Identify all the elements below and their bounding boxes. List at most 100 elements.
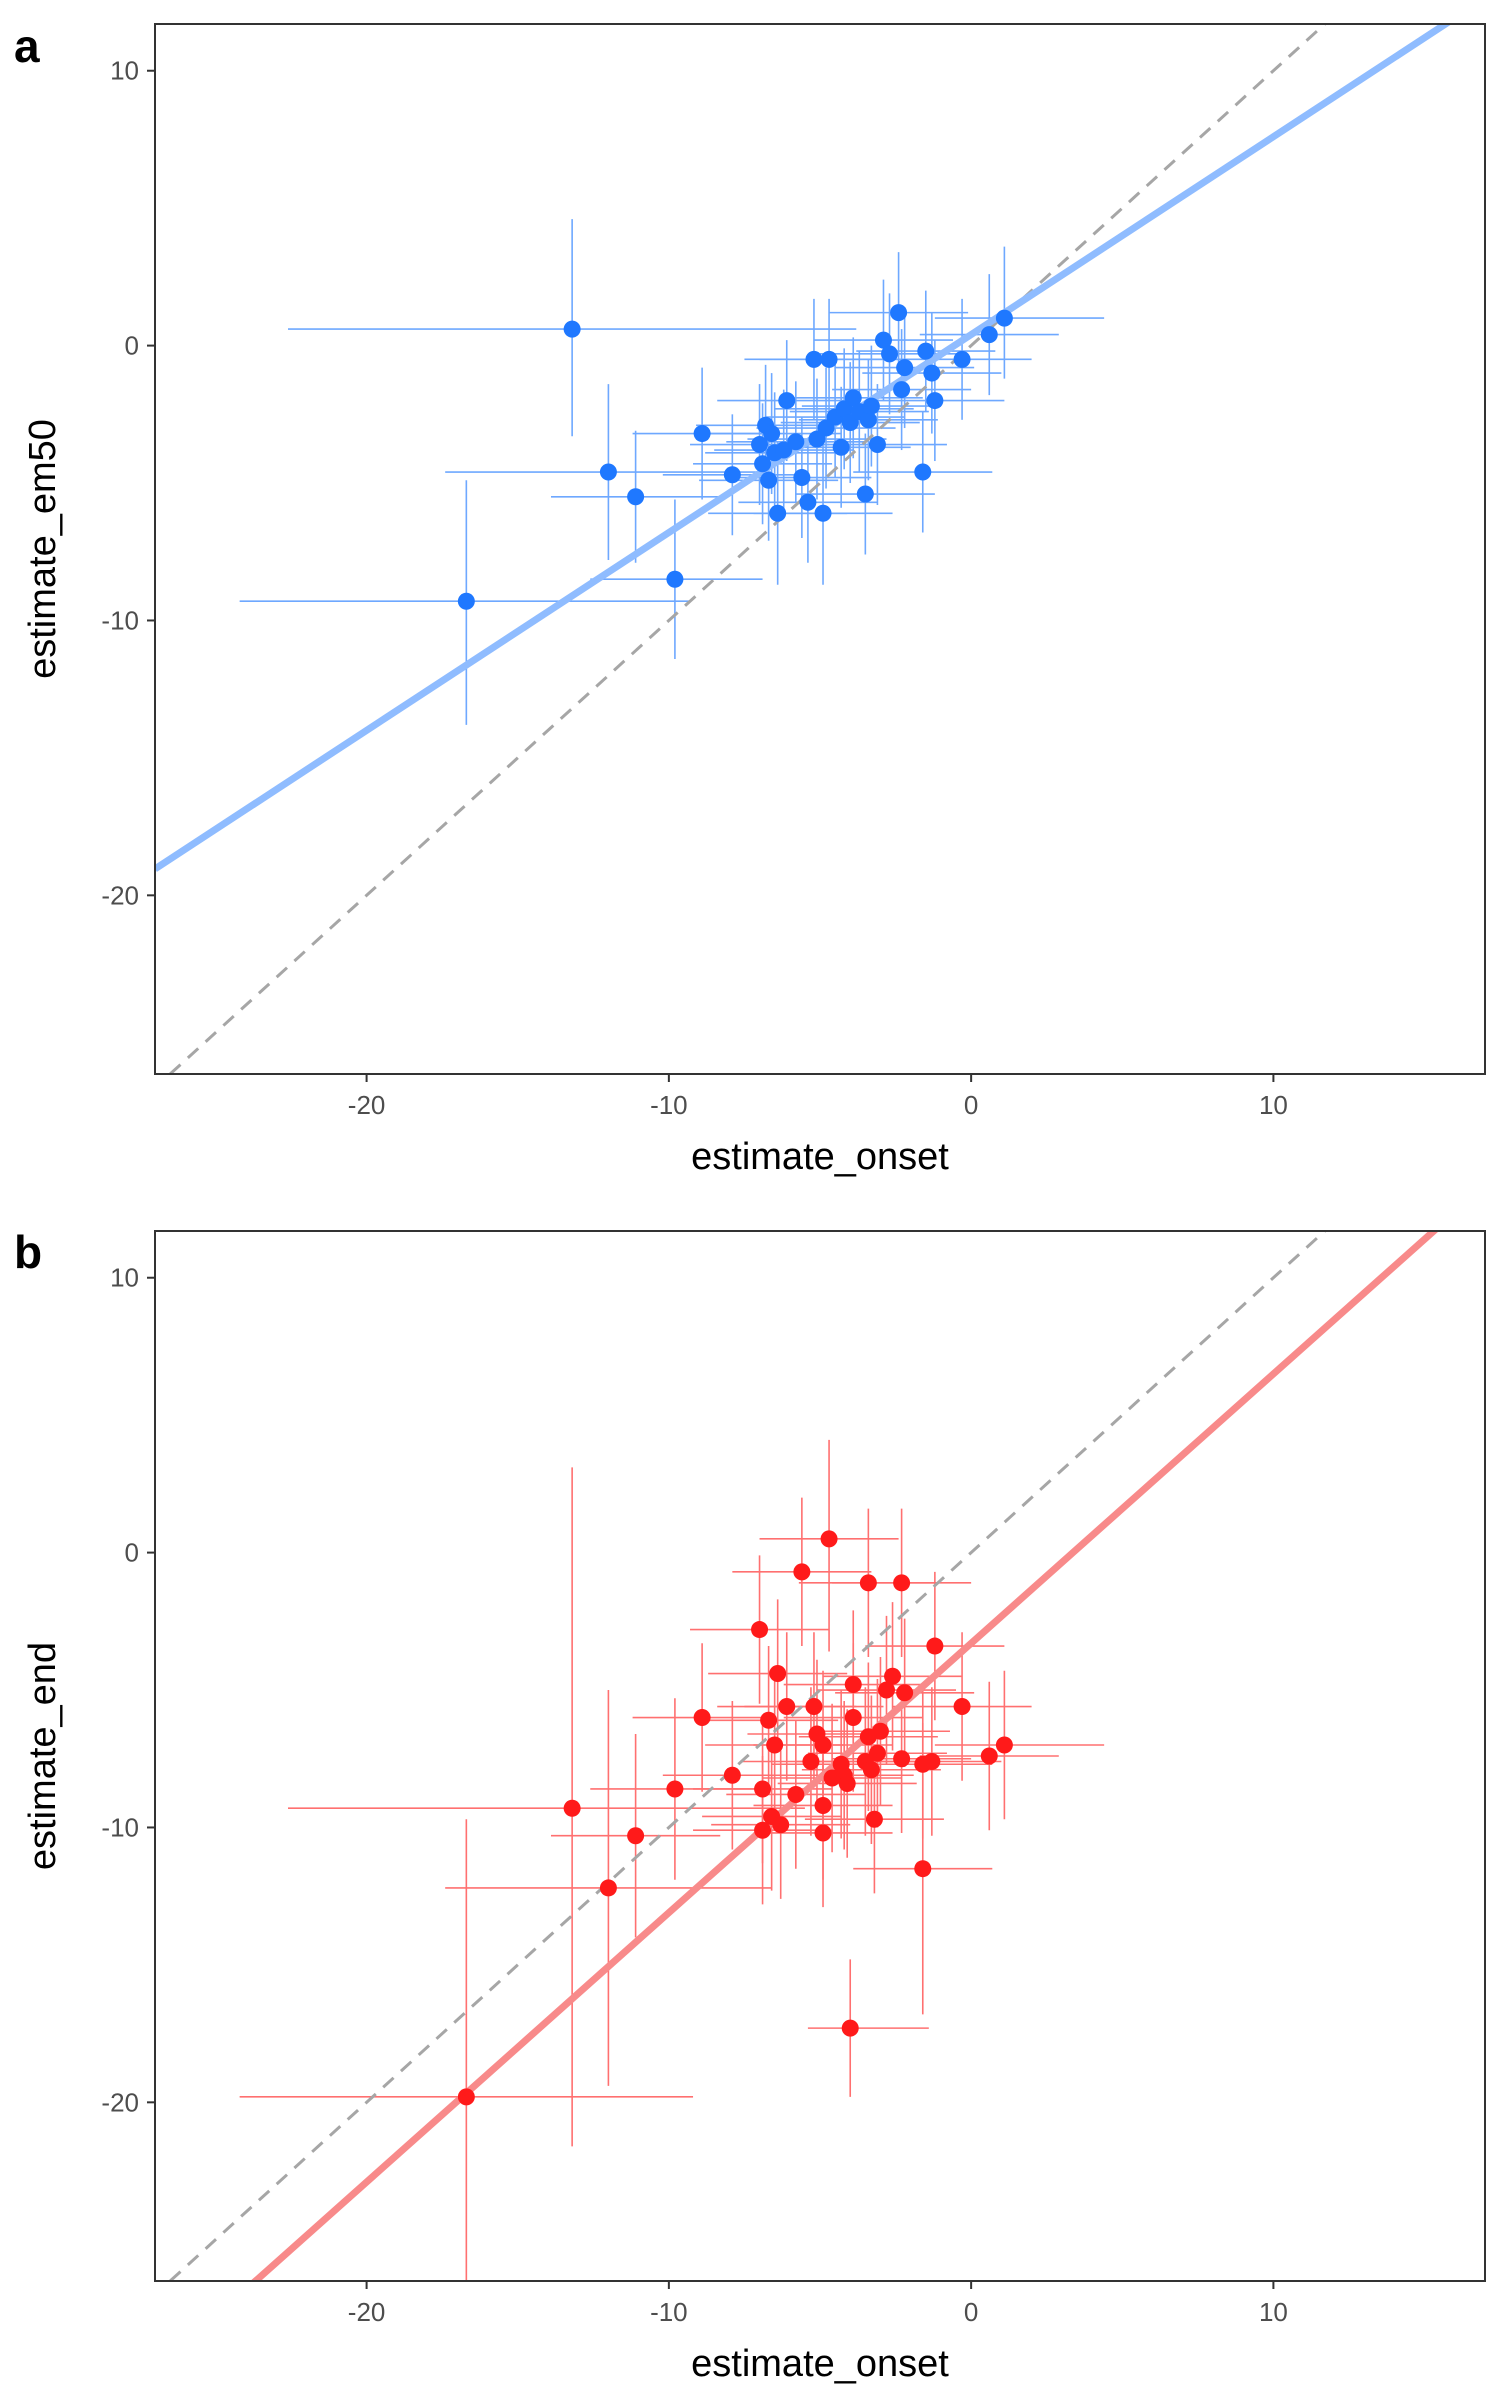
panel-b-point-47: [926, 1637, 944, 1655]
panel-a-point-6: [723, 466, 741, 484]
panel-b-point-23: [814, 1796, 832, 1814]
panel-b-point-1: [563, 1799, 581, 1817]
panel-b-point-12: [766, 1736, 784, 1754]
panel-a-point-23: [820, 350, 838, 368]
panel-b-point-14: [772, 1816, 790, 1834]
panel-b-point-48: [953, 1698, 971, 1716]
panel-a-point-19: [805, 350, 823, 368]
panel-b-point-45: [914, 1860, 932, 1878]
panel-b-y-tick-label: -10: [101, 1812, 139, 1842]
panel-a-x-tick-label: -20: [348, 1090, 386, 1120]
panel-b-x-tick-label: -10: [650, 2297, 688, 2327]
panel-b-y-tick-label: 10: [110, 1263, 139, 1293]
panel-b-point-7: [751, 1621, 769, 1639]
panel-a-y-tick-label: 10: [110, 56, 139, 86]
panel-a-point-8: [754, 455, 772, 473]
panel-b-point-50: [995, 1736, 1013, 1754]
panel-b-point-0: [457, 2088, 475, 2106]
panel-a-point-28: [844, 389, 862, 407]
panel-a-point-42: [926, 392, 944, 410]
panel-a-point-45: [995, 309, 1013, 327]
panel-a-point-44: [980, 326, 998, 344]
panel-b-point-49: [980, 1747, 998, 1765]
panel-a-point-32: [862, 397, 880, 415]
panel-a-point-33: [868, 436, 886, 454]
panel-b-point-46: [923, 1752, 941, 1770]
panel-a-point-43: [953, 350, 971, 368]
panel-b-point-8: [754, 1821, 772, 1839]
panel-b-point-10: [760, 1711, 778, 1729]
panel-b-point-35: [862, 1761, 880, 1779]
panel-a-tag: a: [14, 20, 40, 72]
panel-b-point-40: [884, 1667, 902, 1685]
panel-b-point-6: [723, 1766, 741, 1784]
panel-a-point-16: [787, 433, 805, 451]
panel-a-frame: [154, 23, 1486, 1075]
panel-b-point-3: [627, 1827, 645, 1845]
panel-b-identity-line: [169, 1231, 1326, 2281]
panel-b-point-29: [841, 2019, 859, 2037]
panel-a-point-18: [799, 493, 817, 511]
panel-a-point-7: [751, 436, 769, 454]
panel-b-point-43: [896, 1684, 914, 1702]
panel-b-point-16: [787, 1785, 805, 1803]
panel-b-frame: [154, 1230, 1486, 2282]
panel-a-point-35: [881, 345, 899, 363]
panel-a-point-34: [874, 331, 892, 349]
panel-b-point-38: [871, 1722, 889, 1740]
panel-b-ticks: -20 -10 0 10 -20 -10 0 10: [101, 1263, 1287, 2327]
panel-a-point-21: [814, 504, 832, 522]
panel-b-y-tick-label: 0: [125, 1538, 139, 1568]
panel-b-x-tick-label: 0: [964, 2297, 978, 2327]
panel-a-x-axis-title: estimate_onset: [691, 1136, 949, 1178]
panel-a-y-tick-label: -20: [101, 880, 139, 910]
panel-b-point-37: [868, 1744, 886, 1762]
panel-a-point-36: [890, 304, 908, 322]
panel-a-ticks: -20 -10 0 10 -20 -10 0 10: [101, 56, 1287, 1120]
panel-b-plot-area: [169, 1231, 1440, 2281]
panel-a-identity-line: [169, 24, 1326, 1074]
panel-b-point-28: [838, 1774, 856, 1792]
panel-b-tag: b: [14, 1226, 42, 1278]
panel-a-point-5: [693, 425, 711, 443]
panel-b-point-5: [693, 1709, 711, 1727]
panel-b-point-36: [865, 1810, 883, 1828]
panel-b-point-22: [814, 1824, 832, 1842]
panel-b-y-tick-label: -20: [101, 2087, 139, 2117]
panel-b-point-19: [805, 1698, 823, 1716]
panel-a-point-0: [457, 592, 475, 610]
panel-b-marks: [169, 1231, 1440, 2281]
panel-a-point-37: [893, 381, 911, 399]
panel-b-x-axis-title: estimate_onset: [691, 2343, 949, 2385]
panel-a-point-41: [923, 364, 941, 382]
panel-a-point-25: [832, 438, 850, 456]
panel-a-point-1: [563, 320, 581, 338]
panel-b-x-tick-label: -20: [348, 2297, 386, 2327]
panel-b: b -20 -10 0 10 -20 -10 0 10 estimate_onset esti…: [14, 1226, 1486, 2385]
panel-a-point-13: [769, 504, 787, 522]
panel-a-x-tick-label: 0: [964, 1090, 978, 1120]
panel-b-point-2: [599, 1879, 617, 1897]
panel-b-point-33: [859, 1574, 877, 1592]
panel-b-x-tick-label: 10: [1259, 2297, 1288, 2327]
panel-a-x-tick-label: -10: [650, 1090, 688, 1120]
panel-a: a -20 -10 0 10 -20 -10 0 10 estimate_onset esti…: [14, 20, 1486, 1178]
panel-b-point-17: [793, 1563, 811, 1581]
panel-a-x-tick-label: 10: [1259, 1090, 1288, 1120]
panel-b-point-13: [769, 1665, 787, 1683]
panel-a-plot-area: [155, 24, 1452, 1074]
panel-a-point-3: [627, 488, 645, 506]
panel-b-point-18: [802, 1752, 820, 1770]
panel-b-point-30: [844, 1709, 862, 1727]
panel-a-y-tick-label: -10: [101, 605, 139, 635]
panel-a-point-14: [775, 441, 793, 459]
panel-a-point-31: [859, 411, 877, 429]
panel-a-y-tick-label: 0: [125, 331, 139, 361]
panel-a-point-17: [793, 469, 811, 487]
panel-a-point-4: [666, 570, 684, 588]
panel-b-point-21: [814, 1736, 832, 1754]
panel-a-point-38: [896, 359, 914, 377]
panel-b-point-41: [893, 1574, 911, 1592]
panel-a-point-10: [760, 471, 778, 489]
panel-b-point-9: [754, 1780, 772, 1798]
